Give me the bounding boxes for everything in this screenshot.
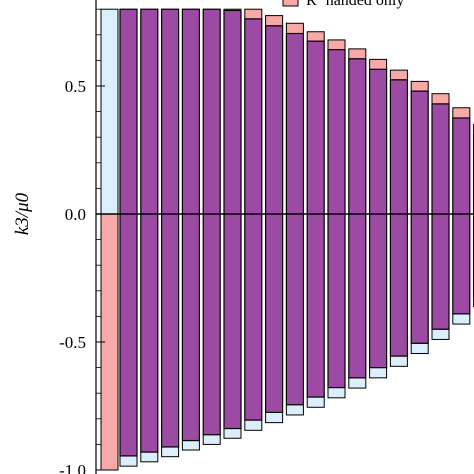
bar-bottom-cap bbox=[452, 313, 471, 325]
labels-layer: 0.5 0.0 -0.5 -1.0 k3/μ0 bbox=[12, 77, 86, 474]
bar-top-cap bbox=[431, 93, 450, 105]
bar-top-cap bbox=[348, 48, 367, 60]
bar-bottom-cap bbox=[161, 446, 180, 458]
bar-top-cap bbox=[327, 39, 346, 51]
bar bbox=[161, 8, 180, 448]
bar bbox=[119, 8, 138, 457]
bar bbox=[140, 8, 159, 453]
bars-layer bbox=[100, 8, 474, 471]
bar-top-cap bbox=[244, 8, 263, 20]
bar bbox=[431, 103, 450, 330]
bar bbox=[452, 117, 471, 315]
bar-bottom-cap bbox=[306, 396, 325, 408]
bar-bottom-cap bbox=[389, 355, 408, 367]
bar bbox=[348, 58, 367, 379]
bar-upper bbox=[100, 8, 119, 215]
bar-top-cap bbox=[410, 80, 429, 92]
axis-layer bbox=[95, 0, 474, 474]
bar-bottom-cap bbox=[202, 434, 221, 445]
bar bbox=[327, 49, 346, 389]
bar bbox=[410, 90, 429, 344]
bar bbox=[181, 8, 200, 442]
bar bbox=[389, 79, 408, 357]
bar-bottom-cap bbox=[119, 455, 138, 467]
bar-bottom-cap bbox=[369, 367, 388, 379]
bar-bottom-cap bbox=[265, 411, 284, 424]
bar-bottom-cap bbox=[223, 428, 242, 439]
legend: R−handed only bbox=[282, 0, 404, 9]
bar-top-cap bbox=[306, 31, 325, 42]
y-tick-label: -0.5 bbox=[59, 333, 86, 352]
bar-bottom-cap bbox=[327, 387, 346, 399]
bar-bottom-cap bbox=[244, 419, 263, 431]
bar bbox=[265, 25, 284, 413]
bar-top-cap bbox=[285, 22, 304, 35]
y-axis-label: k3/μ0 bbox=[12, 192, 33, 235]
bar bbox=[223, 9, 242, 430]
bar-bottom-cap bbox=[140, 451, 159, 463]
y-tick-label: -1.0 bbox=[59, 461, 86, 474]
bar-bottom-cap bbox=[410, 342, 429, 355]
bar bbox=[244, 18, 263, 421]
bar-top-cap bbox=[389, 69, 408, 81]
y-tick-label: 0.5 bbox=[65, 77, 86, 96]
bar bbox=[369, 68, 388, 369]
bar-bottom-cap bbox=[285, 404, 304, 416]
y-tick-label: 0.0 bbox=[65, 205, 86, 224]
bar bbox=[306, 40, 325, 398]
bar-top-cap bbox=[452, 107, 471, 119]
bar-bottom-cap bbox=[348, 377, 367, 389]
bar bbox=[285, 32, 304, 406]
legend-label: R−handed only bbox=[306, 0, 404, 9]
bar-bottom-cap bbox=[431, 328, 450, 340]
bar-top-cap bbox=[369, 58, 388, 70]
legend-swatch bbox=[282, 0, 299, 7]
bar-bottom-cap bbox=[181, 440, 200, 451]
bar-top-cap bbox=[265, 15, 284, 27]
bar bbox=[202, 8, 221, 436]
